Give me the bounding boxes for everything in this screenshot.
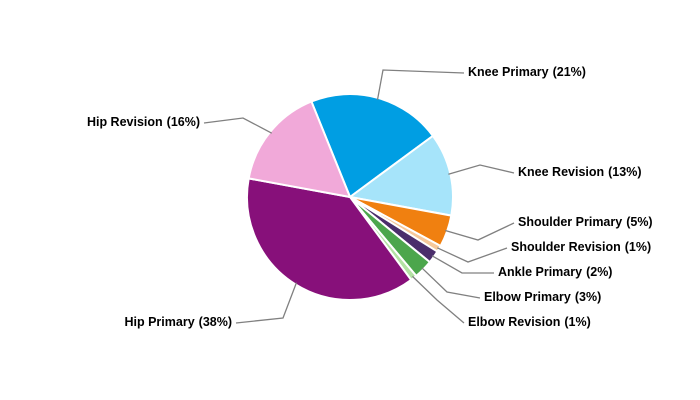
label-value: (16%) bbox=[167, 115, 200, 129]
leader-line bbox=[412, 275, 465, 324]
label-value: (13%) bbox=[608, 165, 641, 179]
data-label: Knee Primary (21%) bbox=[468, 65, 586, 79]
leader-line bbox=[448, 164, 515, 175]
leader-line bbox=[235, 282, 298, 324]
label-value: (2%) bbox=[586, 265, 612, 279]
data-label: Ankle Primary (2%) bbox=[498, 265, 612, 279]
leader-line bbox=[376, 69, 465, 100]
label-name: Elbow Primary bbox=[484, 290, 571, 304]
data-label: Hip Revision (16%) bbox=[87, 115, 200, 129]
label-name: Ankle Primary bbox=[498, 265, 582, 279]
leader-line bbox=[437, 247, 508, 263]
label-name: Hip Primary bbox=[124, 315, 194, 329]
label-name: Elbow Revision bbox=[468, 315, 560, 329]
label-name: Shoulder Primary bbox=[518, 215, 622, 229]
leader-line bbox=[445, 222, 515, 241]
label-name: Knee Primary bbox=[468, 65, 549, 79]
label-value: (1%) bbox=[564, 315, 590, 329]
label-name: Hip Revision bbox=[87, 115, 163, 129]
data-label: Shoulder Revision (1%) bbox=[511, 240, 651, 254]
data-label: Shoulder Primary (5%) bbox=[518, 215, 653, 229]
label-value: (38%) bbox=[199, 315, 232, 329]
data-label: Elbow Primary (3%) bbox=[484, 290, 601, 304]
data-label: Knee Revision (13%) bbox=[518, 165, 641, 179]
label-value: (5%) bbox=[626, 215, 652, 229]
label-value: (3%) bbox=[575, 290, 601, 304]
label-name: Shoulder Revision bbox=[511, 240, 621, 254]
data-label: Elbow Revision (1%) bbox=[468, 315, 591, 329]
data-label: Hip Primary (38%) bbox=[124, 315, 232, 329]
leader-line bbox=[203, 117, 273, 134]
leader-line bbox=[421, 267, 481, 299]
label-value: (1%) bbox=[625, 240, 651, 254]
leader-line bbox=[431, 255, 494, 274]
label-value: (21%) bbox=[553, 65, 586, 79]
label-name: Knee Revision bbox=[518, 165, 604, 179]
